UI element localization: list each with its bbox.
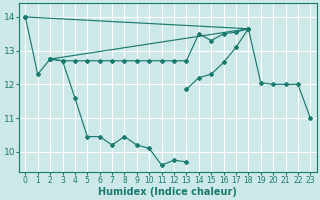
X-axis label: Humidex (Indice chaleur): Humidex (Indice chaleur) xyxy=(98,187,237,197)
